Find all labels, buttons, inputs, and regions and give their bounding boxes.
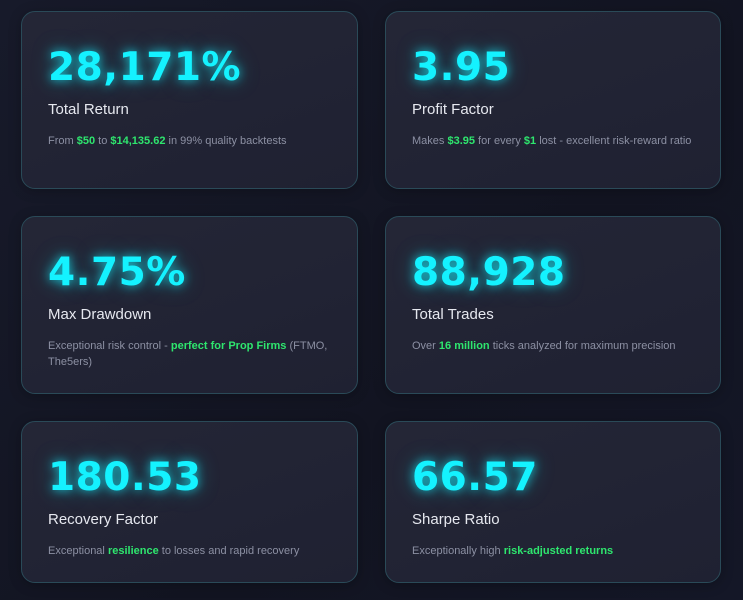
stat-card-profit-factor: 3.95 Profit Factor Makes $3.95 for every… — [385, 11, 721, 189]
desc-highlight: perfect for Prop Firms — [170, 340, 287, 352]
stat-label: Total Trades — [412, 306, 494, 323]
stat-card-max-drawdown: 4.75% Max Drawdown Exceptional risk cont… — [21, 216, 358, 394]
desc-text: to losses and rapid recovery — [158, 545, 300, 557]
desc-highlight: $14,135.62 — [110, 135, 166, 147]
stat-label: Recovery Factor — [48, 511, 159, 528]
desc-text: Over — [412, 340, 439, 352]
desc-text: Exceptional — [48, 545, 108, 557]
stat-description: Exceptional resilience to losses and rap… — [48, 543, 331, 559]
stat-description: Over 16 million ticks analyzed for maxim… — [412, 338, 694, 354]
stat-label: Sharpe Ratio — [412, 511, 500, 528]
stat-value: 88,928 — [412, 250, 566, 295]
desc-highlight: $50 — [76, 135, 96, 147]
stat-value: 180.53 — [48, 455, 202, 500]
stat-card-sharpe-ratio: 66.57 Sharpe Ratio Exceptionally high ri… — [385, 421, 721, 583]
desc-text: for every — [475, 135, 524, 147]
desc-highlight: risk-adjusted returns — [503, 545, 614, 557]
stat-value: 4.75% — [48, 250, 186, 295]
desc-highlight: $3.95 — [447, 135, 475, 147]
stats-grid: 28,171% Total Return From $50 to $14,135… — [21, 11, 721, 583]
stat-description: Exceptionally high risk-adjusted returns — [412, 543, 694, 559]
stat-value: 66.57 — [412, 455, 538, 500]
desc-text: From — [48, 135, 77, 147]
stat-label: Total Return — [48, 101, 129, 118]
stat-label: Profit Factor — [412, 101, 494, 118]
stat-description: Makes $3.95 for every $1 lost - excellen… — [412, 133, 694, 149]
desc-text: Exceptional risk control - — [48, 340, 171, 352]
stat-description: Exceptional risk control - perfect for P… — [48, 338, 331, 370]
stat-value: 3.95 — [412, 45, 511, 90]
stat-card-total-return: 28,171% Total Return From $50 to $14,135… — [21, 11, 358, 189]
desc-text: (FTMO, The5ers) — [48, 340, 328, 368]
stat-label: Max Drawdown — [48, 306, 152, 323]
desc-highlight: 16 million — [438, 340, 490, 352]
desc-text: Exceptionally high — [412, 545, 504, 557]
stat-value: 28,171% — [48, 45, 242, 90]
desc-text: lost - excellent risk-reward ratio — [536, 135, 692, 147]
desc-text: to — [95, 135, 111, 147]
desc-highlight: $1 — [523, 135, 537, 147]
desc-text: ticks analyzed for maximum precision — [489, 340, 676, 352]
stat-card-total-trades: 88,928 Total Trades Over 16 million tick… — [385, 216, 721, 394]
stat-description: From $50 to $14,135.62 in 99% quality ba… — [48, 133, 331, 149]
stat-card-recovery-factor: 180.53 Recovery Factor Exceptional resil… — [21, 421, 358, 583]
desc-text: in 99% quality backtests — [165, 135, 287, 147]
desc-highlight: resilience — [107, 545, 159, 557]
desc-text: Makes — [412, 135, 448, 147]
